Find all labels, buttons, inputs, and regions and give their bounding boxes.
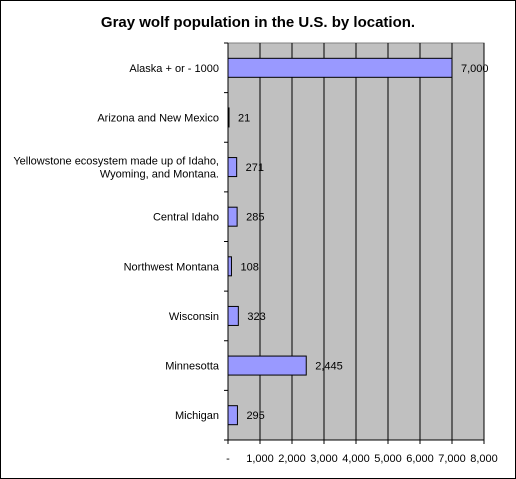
data-label: 285 — [246, 212, 264, 224]
x-tick-label: 8,000 — [470, 453, 498, 465]
category-label: Minnesotta — [165, 361, 220, 373]
category-label-line: Northwest Montana — [124, 261, 220, 273]
bar — [227, 355, 307, 376]
bar — [227, 305, 239, 326]
category-label: Northwest Montana — [124, 261, 220, 273]
data-label: 271 — [246, 162, 264, 174]
data-label: 7,000 — [461, 63, 489, 75]
data-label: 295 — [246, 410, 264, 422]
bar — [227, 57, 453, 78]
category-label-line: Minnesotta — [165, 361, 220, 373]
x-tick-label: 3,000 — [310, 453, 338, 465]
category-label-line: Wyoming, and Montana. — [100, 169, 219, 181]
category-label: Michigan — [175, 410, 219, 422]
x-tick-label: 5,000 — [374, 453, 402, 465]
category-label-line: Yellowstone ecosystem made up of Idaho, — [13, 156, 219, 168]
x-tick-label: 4,000 — [342, 453, 370, 465]
data-label: 323 — [247, 311, 265, 323]
bar — [227, 157, 238, 178]
axes — [224, 42, 485, 444]
category-label: Alaska + or - 1000 — [129, 63, 219, 75]
bar — [227, 206, 238, 227]
category-label-line: Arizona and New Mexico — [97, 112, 219, 124]
x-tick-label: 1,000 — [246, 453, 274, 465]
x-tick-label: 7,000 — [438, 453, 466, 465]
category-label: Yellowstone ecosystem made up of Idaho, W… — [13, 156, 219, 181]
data-label: 21 — [238, 112, 250, 124]
data-label: 108 — [240, 261, 258, 273]
category-label-line: Michigan — [175, 410, 219, 422]
labels: - 1,000 2,000 3,000 4,000 5,000 6,000 7,000 8,00… — [13, 63, 497, 465]
category-label-line: Wisconsin — [169, 311, 219, 323]
bar — [227, 256, 232, 277]
category-label: Wisconsin — [169, 311, 219, 323]
category-label-line: Central Idaho — [153, 212, 219, 224]
data-label: 2,445 — [315, 361, 343, 373]
category-label-line: Alaska + or - 1000 — [129, 63, 219, 75]
x-tick-label: 6,000 — [406, 453, 434, 465]
chart-title: Gray wolf population in the U.S. by loca… — [101, 14, 415, 31]
bar — [227, 405, 238, 426]
category-label: Arizona and New Mexico — [97, 112, 219, 124]
category-label: Central Idaho — [153, 212, 219, 224]
bars — [227, 57, 453, 426]
x-tick-label: - — [226, 453, 230, 465]
x-tick-label: 2,000 — [278, 453, 306, 465]
